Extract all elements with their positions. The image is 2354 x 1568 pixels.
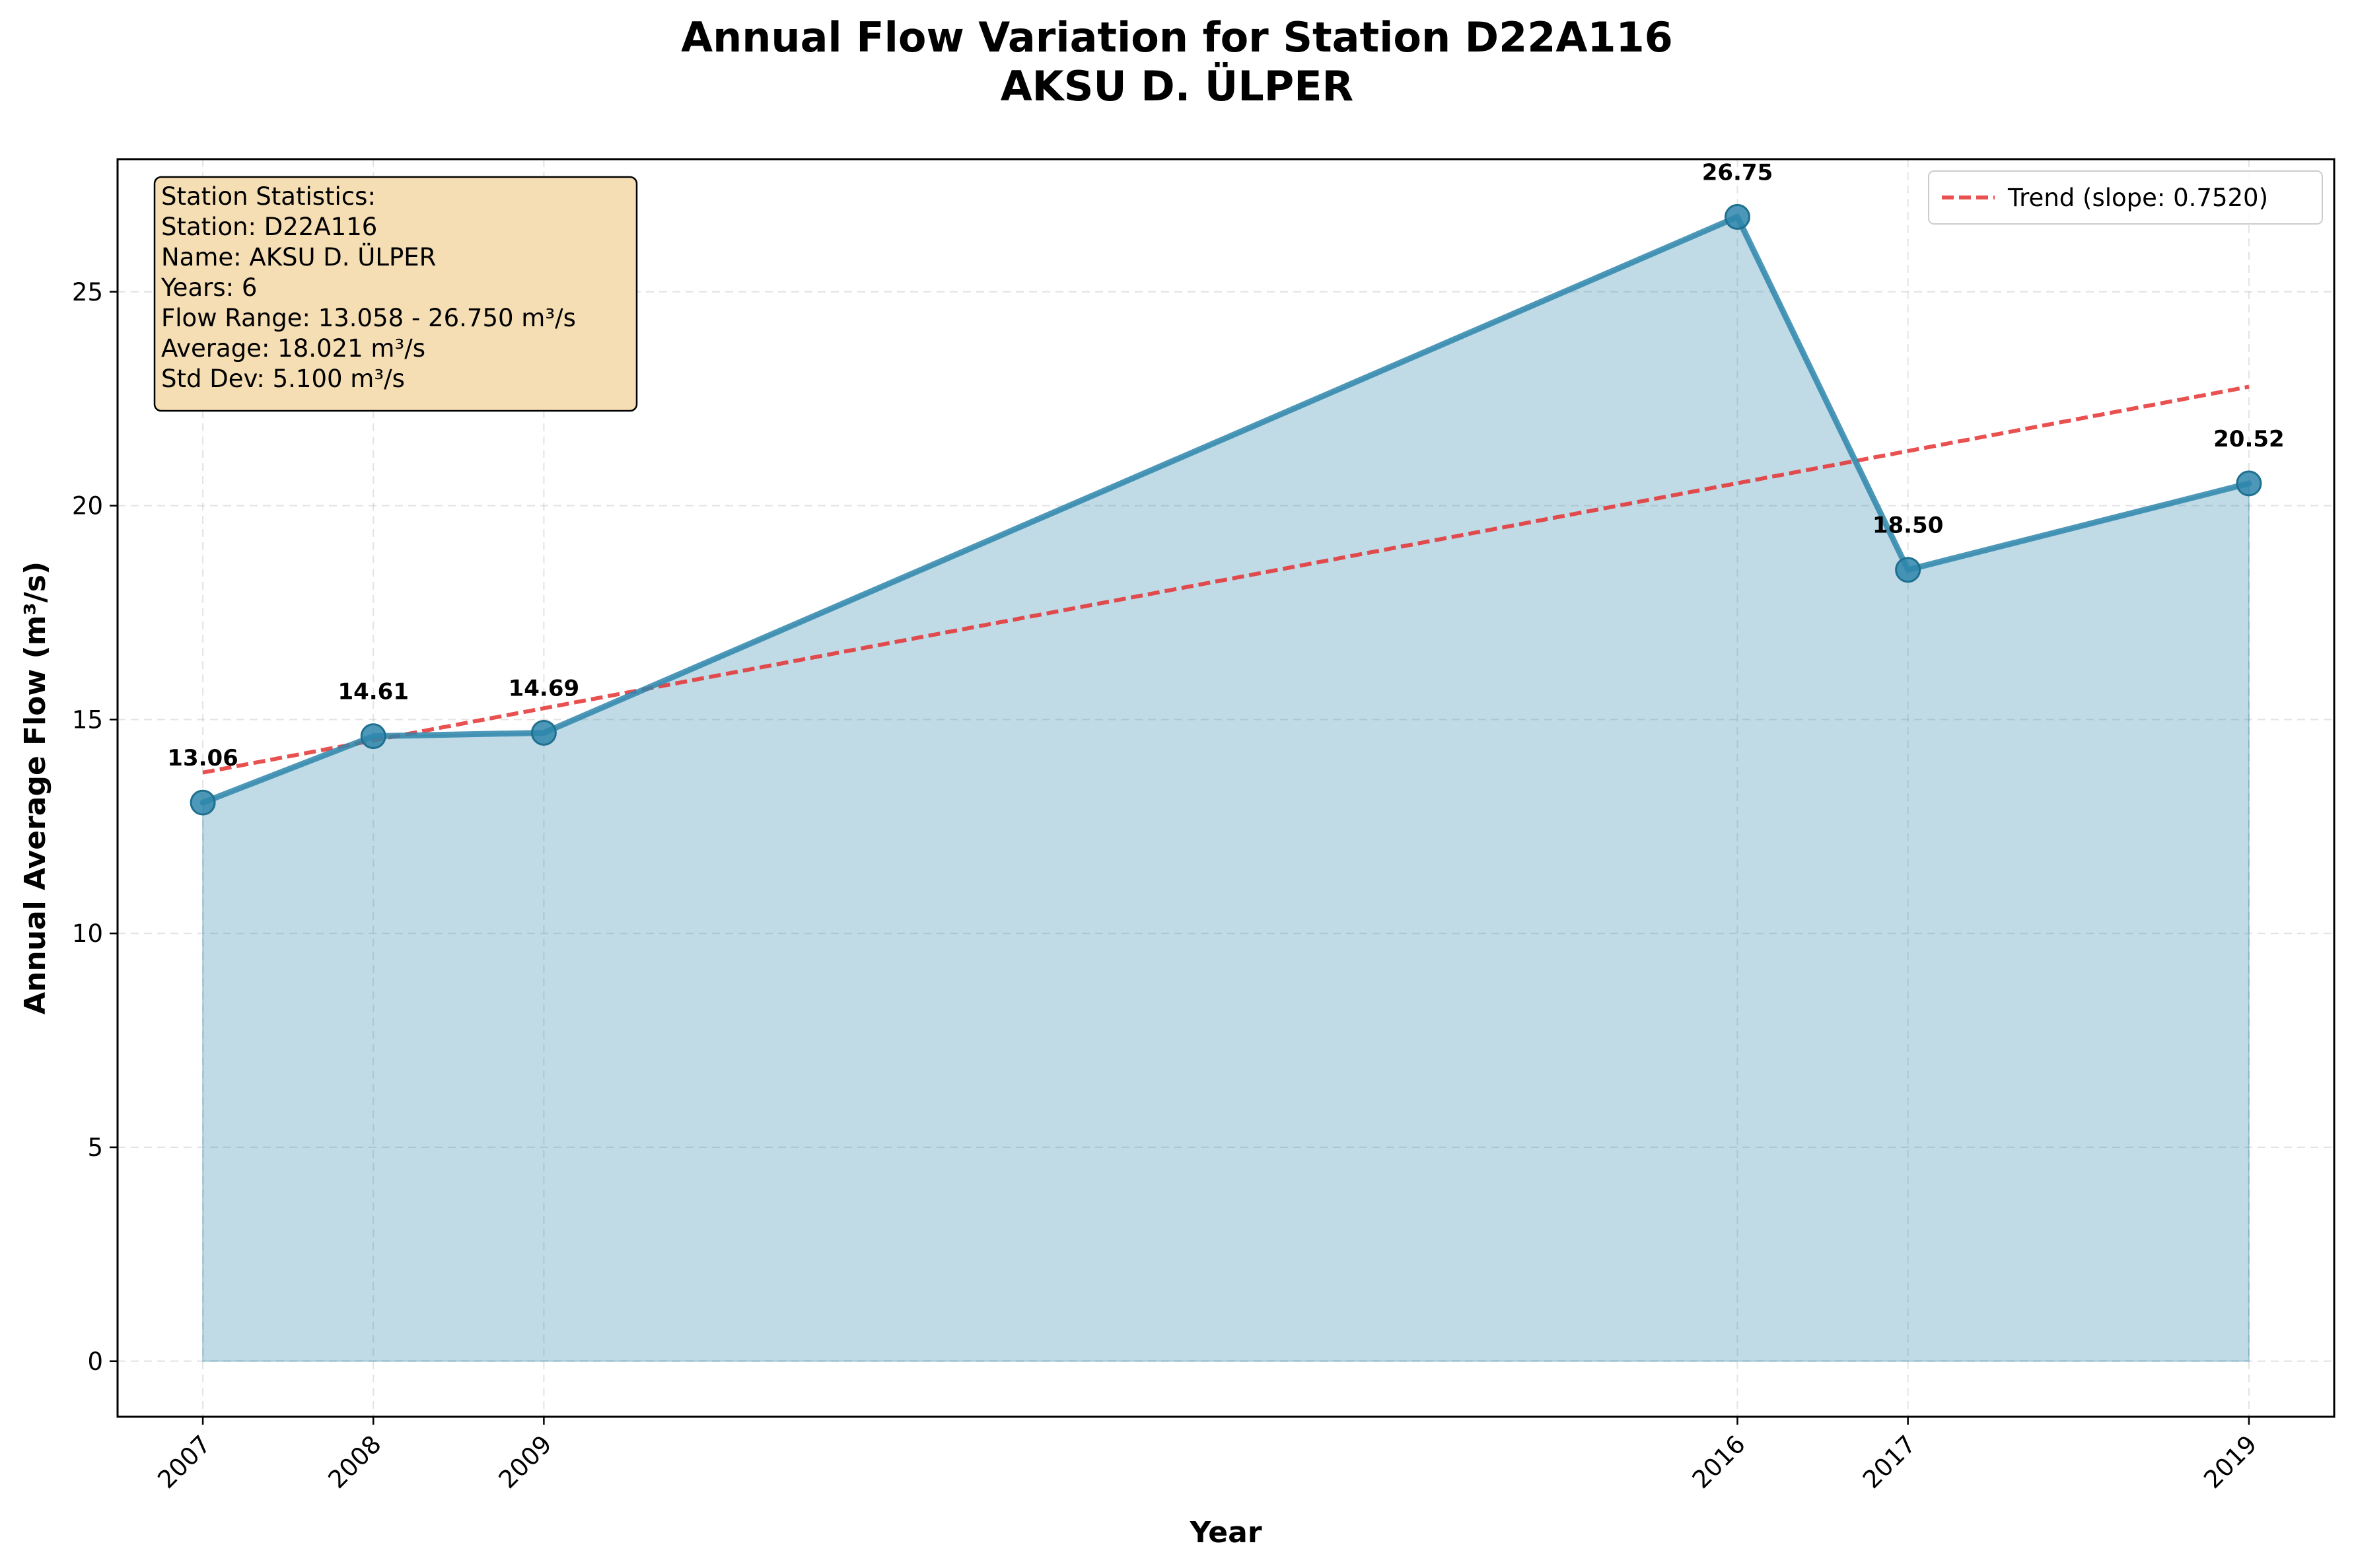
x-tick-label: 2008 [323,1430,387,1494]
data-label: 13.06 [167,745,238,771]
plot-frame [116,158,2336,1418]
y-tick-label: 10 [72,919,103,948]
y-tick-label: 15 [72,705,103,734]
data-point [190,789,216,816]
data-point [1895,557,1921,583]
legend: Trend (slope: 0.7520) [1928,170,2323,225]
stats-line: Std Dev: 5.100 m³/s [161,365,405,393]
data-label: 26.75 [1702,159,1773,186]
chart-title: Annual Flow Variation for Station D22A11… [681,13,1673,61]
data-point [360,723,386,750]
x-tick-label: 2019 [2198,1430,2262,1494]
data-points [190,203,2262,816]
grid [118,159,2334,1417]
data-point [530,719,557,746]
x-tick-label: 2007 [152,1430,216,1494]
legend-frame [1928,170,2323,225]
stats-line: Station Statistics: [161,182,376,211]
y-axis-label: Annual Average Flow (m³/s) [18,561,52,1015]
stats-line: Average: 18.021 m³/s [161,334,425,363]
stats-box-background [153,176,638,412]
x-tick-label: 2009 [493,1430,557,1494]
x-axis-label: Year [1189,1516,1262,1550]
legend-trend-label: Trend (slope: 0.7520) [2007,184,2268,212]
y-tick-label: 20 [72,492,103,520]
data-label: 14.61 [338,679,409,705]
x-axis-ticks: 2007 2008 2009 2016 2017 2019 [152,1417,2262,1494]
data-label: 18.50 [1873,513,1944,539]
chart-subtitle: AKSU D. ÜLPER [1001,62,1354,110]
data-label: 14.69 [509,675,580,701]
y-axis-ticks: 0 5 10 15 20 25 [72,278,118,1376]
series-line [199,213,2252,806]
stats-line: Station: D22A116 [161,213,377,241]
data-labels: 13.06 14.61 14.69 26.75 18.50 20.52 [167,159,2284,771]
trend-line [202,384,2250,775]
y-tick-label: 5 [87,1133,103,1162]
stats-line: Name: AKSU D. ÜLPER [161,243,436,271]
data-point [1724,203,1750,230]
y-tick-label: 0 [87,1347,103,1376]
stats-line: Years: 6 [160,273,257,302]
y-tick-label: 25 [72,278,103,306]
x-tick-label: 2017 [1857,1430,1921,1494]
stats-box: Station Statistics: Station: D22A116 Nam… [153,176,638,412]
series-line-layer [199,213,2252,806]
trend-line-layer [202,384,2250,775]
x-tick-label: 2016 [1687,1430,1751,1494]
stats-line: Flow Range: 13.058 - 26.750 m³/s [161,304,576,332]
data-point [2236,470,2262,497]
data-label: 20.52 [2213,426,2285,452]
